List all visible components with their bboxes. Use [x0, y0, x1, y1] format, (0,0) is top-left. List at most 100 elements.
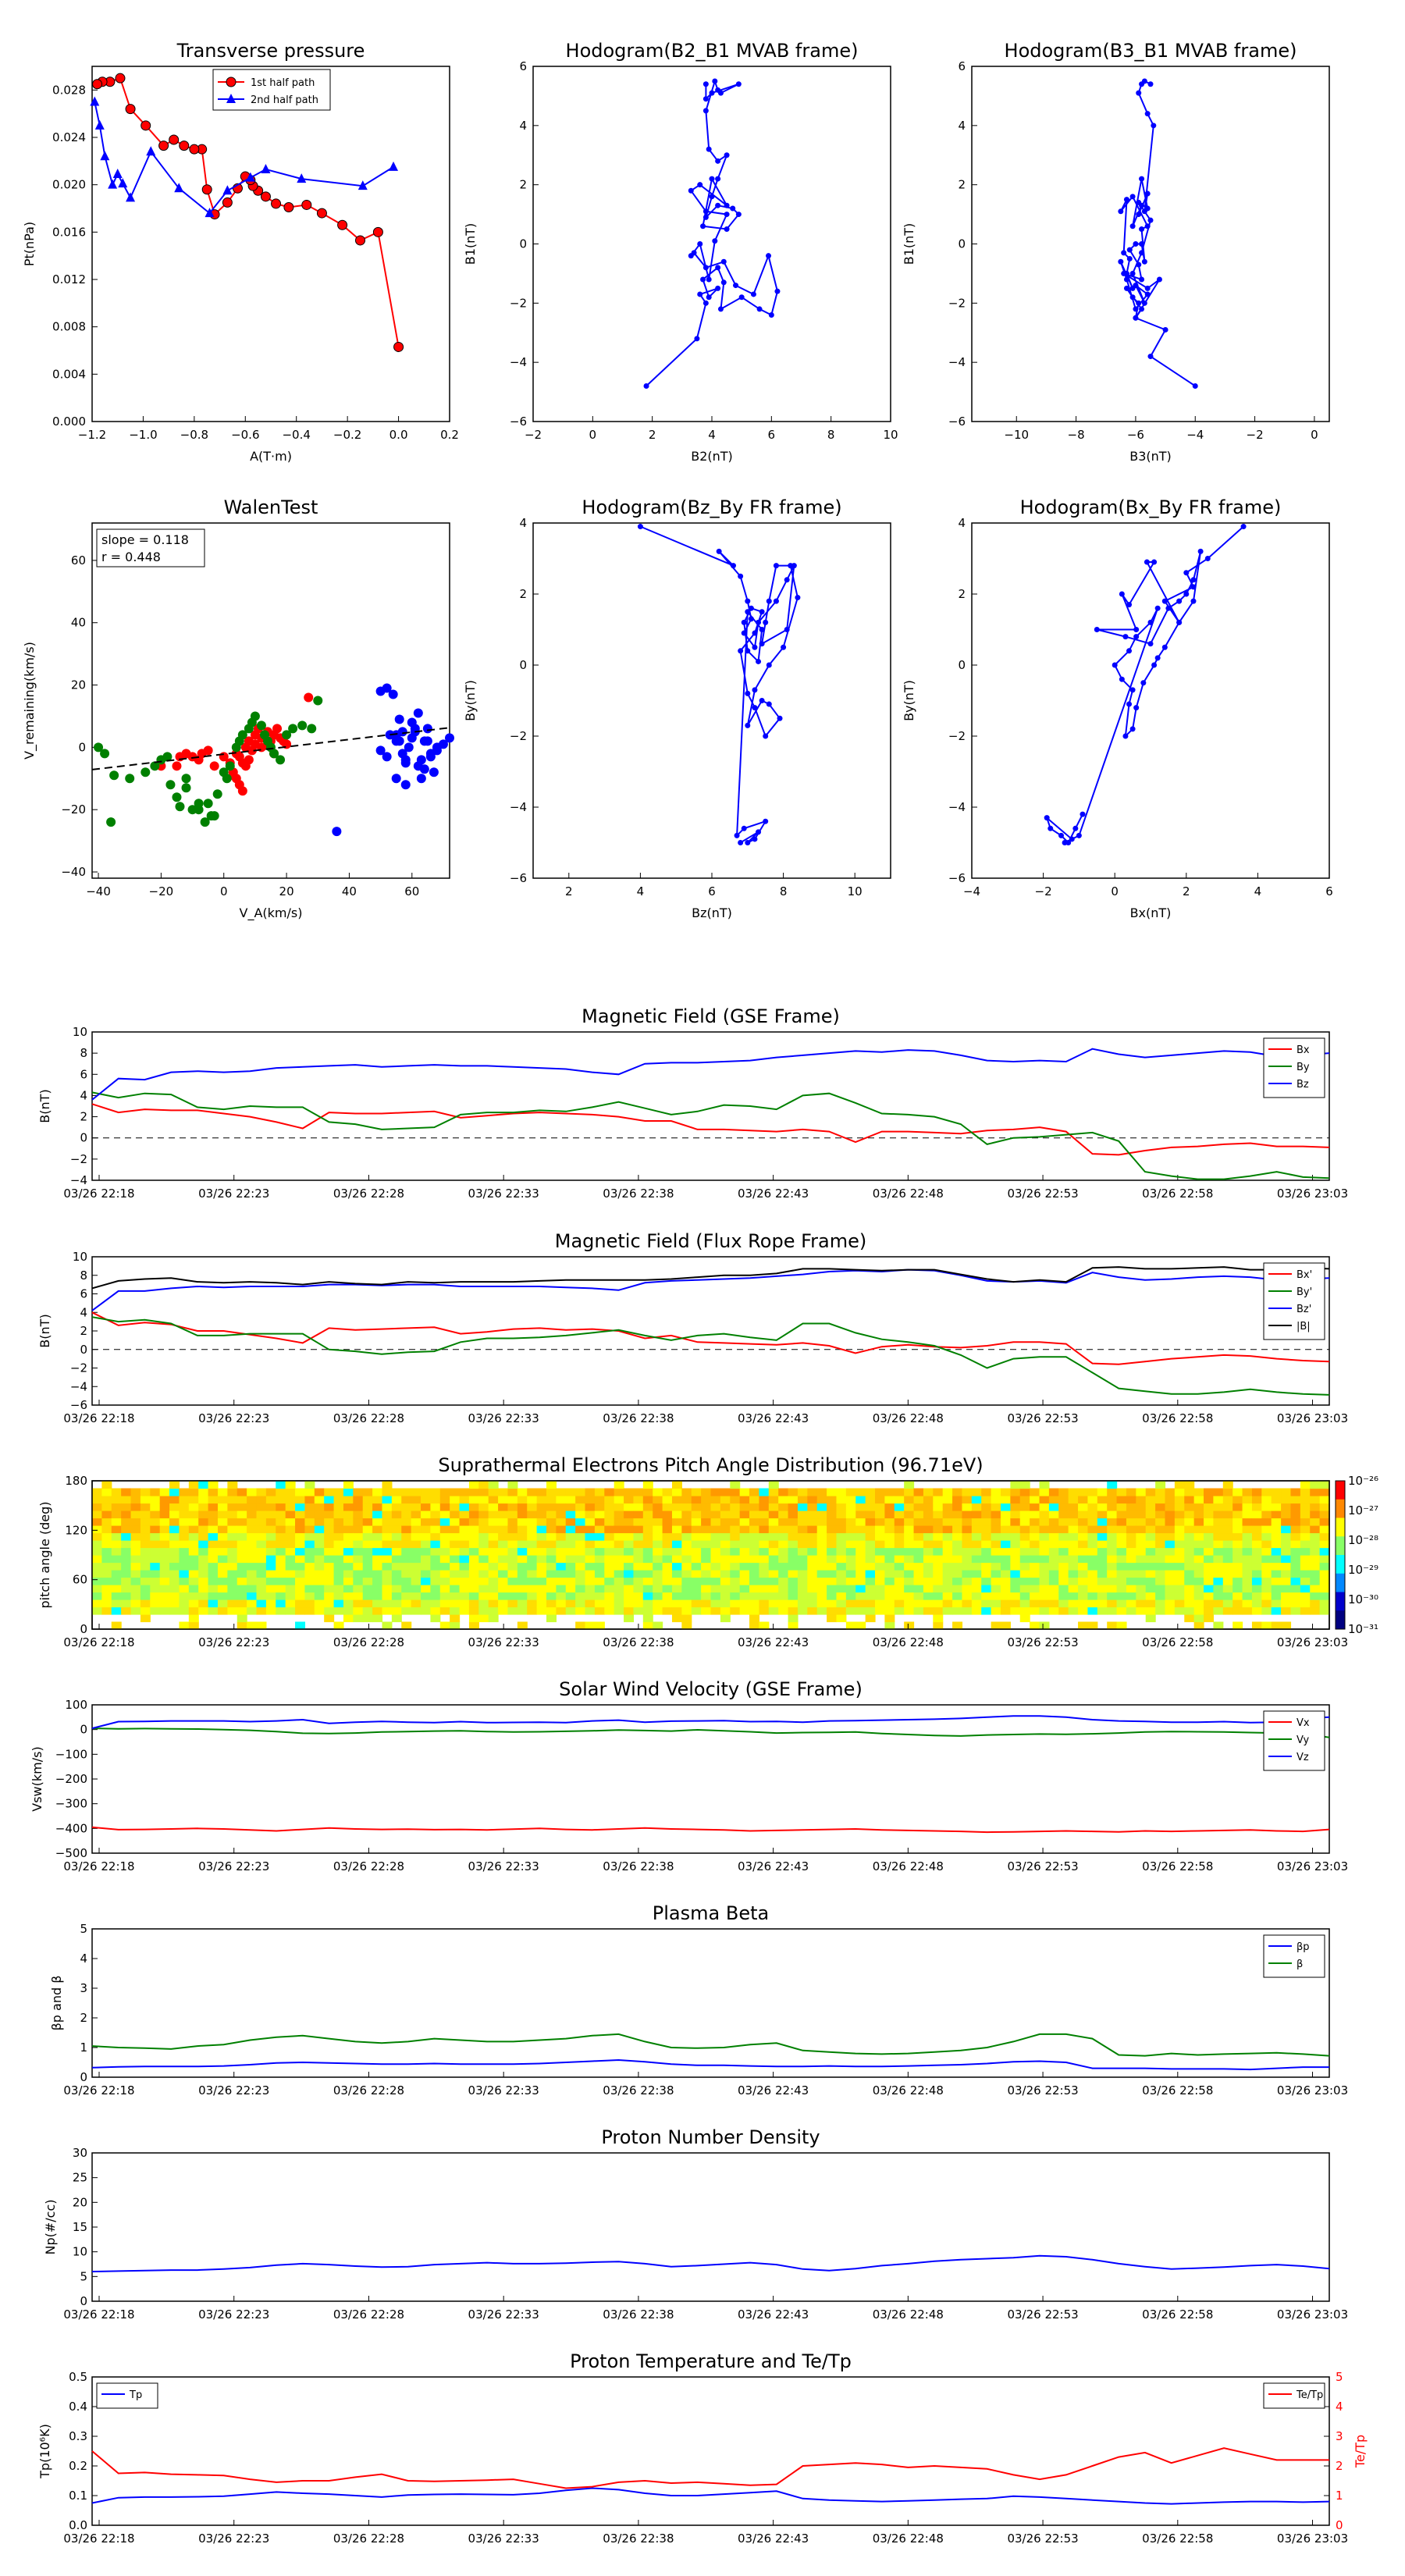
pad-cell: [710, 1525, 721, 1534]
pad-cell: [845, 1547, 856, 1556]
pad-cell: [691, 1599, 702, 1608]
hodo3-trace-point: [752, 836, 758, 842]
pad-cell: [1319, 1599, 1330, 1608]
pad-cell: [314, 1540, 325, 1549]
pad-cell: [1145, 1577, 1156, 1585]
pad-cell: [671, 1525, 682, 1534]
pad-cell: [671, 1481, 682, 1489]
pressure-xtick-label: −1.2: [78, 428, 106, 442]
pad-cell: [662, 1562, 673, 1571]
pad-cell: [1204, 1510, 1215, 1519]
pad-cell: [237, 1585, 247, 1593]
pad-cell: [227, 1540, 238, 1549]
pad-cell: [604, 1606, 615, 1615]
pad-cell: [227, 1577, 238, 1585]
pad-cell: [1155, 1532, 1166, 1541]
pad-panel: Suprathermal Electrons Pitch Angle Distr…: [37, 1454, 1378, 1649]
pad-cell: [130, 1570, 141, 1578]
pad-cell: [1290, 1555, 1301, 1564]
pad-cell: [324, 1488, 335, 1496]
pad-cell: [778, 1503, 789, 1511]
pad-cell: [1261, 1606, 1272, 1615]
te-tp-series-line: [91, 2447, 1329, 2489]
pad-cell: [276, 1592, 286, 1600]
pad-cell: [827, 1547, 838, 1556]
pad-cell: [865, 1547, 876, 1556]
pad-cell: [1116, 1496, 1127, 1504]
pad-cell: [498, 1547, 509, 1556]
pad-cell: [836, 1510, 847, 1519]
pad-cell: [1107, 1517, 1118, 1526]
pad-cell: [981, 1503, 992, 1511]
pad-cell: [1271, 1525, 1282, 1534]
hodo4-trace-point: [1190, 598, 1197, 604]
pad-cell: [691, 1577, 702, 1585]
pad-cell: [1048, 1496, 1059, 1504]
pad-cell: [1126, 1570, 1136, 1578]
pad-cell: [468, 1562, 479, 1571]
pad-cell: [179, 1532, 190, 1541]
pad-cell: [1155, 1510, 1166, 1519]
pad-cell: [836, 1614, 847, 1623]
pad-cell: [720, 1517, 731, 1526]
pad-cell: [159, 1555, 170, 1564]
pad-cell: [1068, 1496, 1079, 1504]
pad-cell: [585, 1488, 596, 1496]
np-xtick-label: 03/26 22:33: [468, 2307, 539, 2322]
pad-cell: [662, 1540, 673, 1549]
pad-cell: [962, 1562, 973, 1571]
pad-cell: [1193, 1510, 1204, 1519]
bfr-ytick-label: 0: [80, 1343, 87, 1357]
pad-cell: [382, 1503, 393, 1511]
pad-cell: [1290, 1592, 1301, 1600]
pad-cell: [1019, 1547, 1030, 1556]
pad-cell: [1078, 1540, 1089, 1549]
pad-cell: [1078, 1532, 1089, 1541]
pad-cell: [671, 1577, 682, 1585]
bgse-xtick-label: 03/26 22:48: [873, 1187, 944, 1201]
pad-cell: [353, 1592, 364, 1600]
pad-cell: [884, 1555, 895, 1564]
pad-cell: [1126, 1577, 1136, 1585]
pad-cell: [778, 1540, 789, 1549]
hodo3-trace-point: [745, 609, 751, 615]
hodo4-trace-point: [1147, 641, 1154, 647]
walen-point-green: [206, 811, 216, 821]
walen-xtick-label: 0: [220, 884, 228, 898]
pad-cell: [1155, 1547, 1166, 1556]
tp-ytick-label: 0.3: [69, 2429, 87, 2443]
pad-cell: [498, 1562, 509, 1571]
pad-cell: [1271, 1517, 1282, 1526]
pad-cell: [816, 1510, 827, 1519]
pad-cell: [101, 1570, 112, 1578]
pad-cell: [575, 1503, 586, 1511]
pad-cell: [1058, 1555, 1069, 1564]
beta-ytick-label: 2: [80, 2011, 87, 2025]
pad-cell: [710, 1592, 721, 1600]
pad-cell: [788, 1525, 799, 1534]
pressure-point-2nd: [112, 169, 123, 179]
pad-cell: [169, 1540, 180, 1549]
pad-cell: [130, 1606, 141, 1615]
pad-cell: [836, 1606, 847, 1615]
pad-cell: [933, 1540, 944, 1549]
pad-cell: [942, 1503, 953, 1511]
hodo3-xtick-label: 10: [848, 884, 863, 898]
hodo3-trace-point: [759, 627, 765, 632]
pad-cell: [468, 1496, 479, 1504]
hodo3-xtick-label: 4: [637, 884, 645, 898]
pad-cell: [1222, 1577, 1233, 1585]
pad-cell: [324, 1510, 335, 1519]
pad-cell: [720, 1488, 731, 1496]
beta-ytick-label: 3: [80, 1981, 87, 1995]
pad-cell: [691, 1503, 702, 1511]
hodo1-trace-point: [720, 258, 727, 265]
pad-cell: [691, 1555, 702, 1564]
pad-cell: [797, 1562, 808, 1571]
pad-cell: [788, 1621, 799, 1630]
hodo3-trace-point: [773, 563, 779, 569]
pad-cell: [140, 1503, 151, 1511]
pad-cell: [439, 1517, 450, 1526]
pad-cell: [150, 1532, 161, 1541]
hodo4-xtick-label: 2: [1183, 884, 1190, 898]
